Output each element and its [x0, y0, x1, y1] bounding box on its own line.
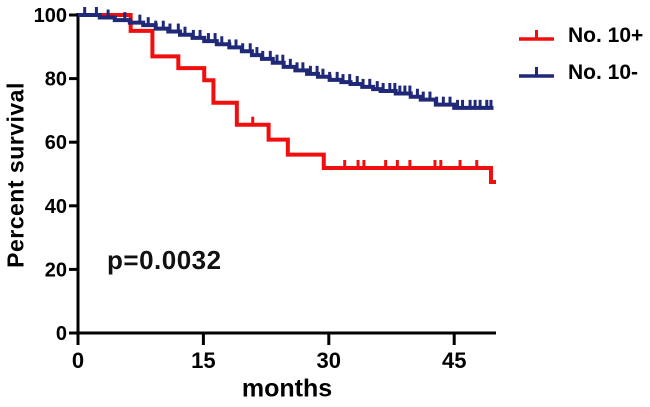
- y-tick-label: 100: [34, 5, 67, 27]
- y-tick-label: 0: [56, 323, 67, 345]
- legend: No. 10+ No. 10-: [518, 17, 643, 91]
- x-tick-label: 0: [72, 348, 84, 373]
- p-value-annotation: p=0.0032: [107, 245, 222, 275]
- y-tick-label: 40: [45, 196, 67, 218]
- censor-line-red-icon: [519, 29, 554, 41]
- y-axis-title: Percent survival: [2, 82, 29, 268]
- x-tick-label: 15: [191, 348, 215, 373]
- y-tick-label: 20: [45, 259, 67, 281]
- y-tick-label: 80: [45, 69, 67, 91]
- x-axis-title: months: [241, 374, 333, 403]
- y-tick-label: 60: [45, 132, 67, 154]
- legend-item-no-10-plus: No. 10+: [518, 17, 643, 54]
- legend-label: No. 10-: [568, 60, 639, 84]
- x-tick-label: 45: [442, 348, 466, 373]
- censor-line-blue-icon: [519, 66, 554, 78]
- x-tick-label: 30: [317, 348, 341, 373]
- km-curve-no-10-plus: [78, 13, 496, 184]
- legend-item-no-10-minus: No. 10-: [518, 54, 643, 91]
- legend-label: No. 10+: [568, 23, 644, 47]
